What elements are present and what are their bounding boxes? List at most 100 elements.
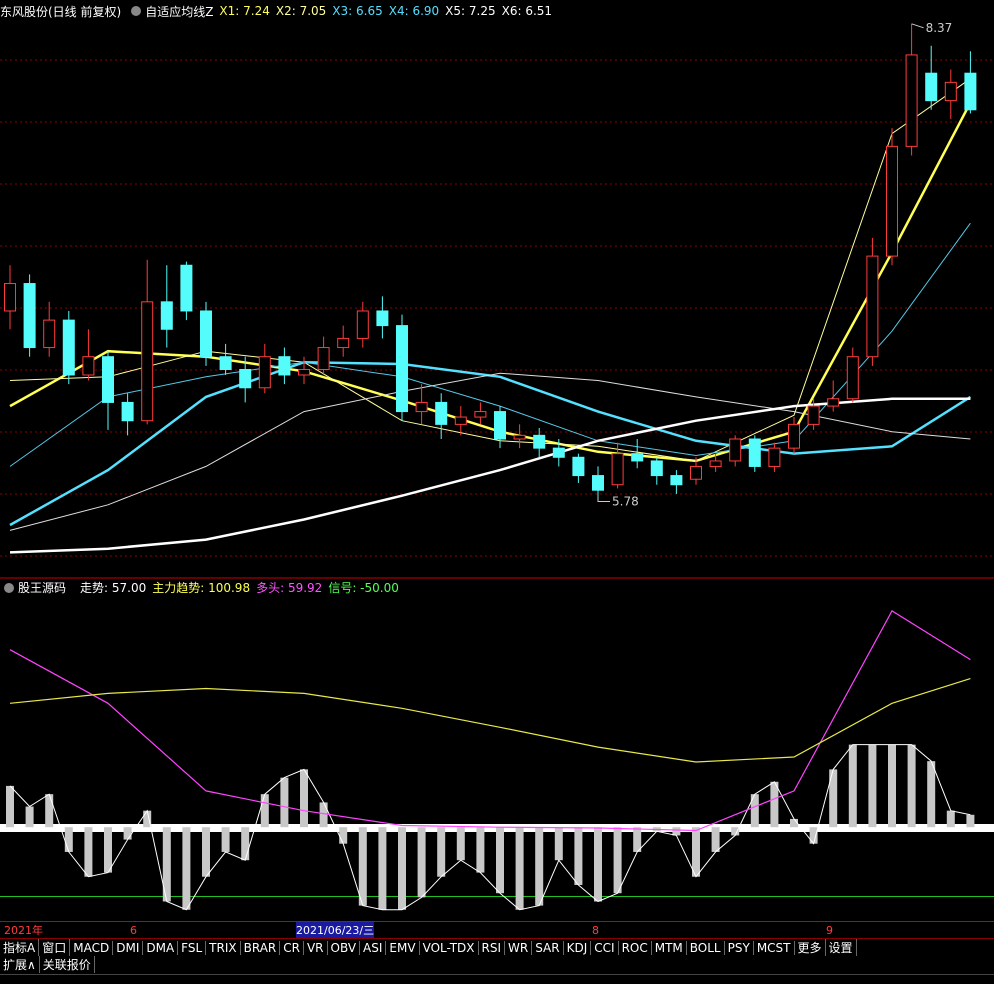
candle-body <box>494 411 506 440</box>
histogram-bar <box>554 827 563 861</box>
candle-body <box>356 310 369 339</box>
extra-tabs: 扩展∧ 关联报价 <box>0 956 994 973</box>
tab[interactable]: TRIX <box>206 940 241 955</box>
ma-line <box>9 101 972 463</box>
candle-body <box>258 356 271 389</box>
candle-body <box>278 356 291 376</box>
tab[interactable]: ASI <box>360 940 387 955</box>
legend-entry: X5: 7.25 <box>445 4 496 18</box>
histogram-bar <box>339 827 348 844</box>
tab[interactable]: RSI <box>479 940 506 955</box>
tab[interactable]: DMA <box>143 940 179 955</box>
candle-body <box>513 434 526 440</box>
candle-body <box>82 356 95 376</box>
histogram-bar <box>633 827 642 852</box>
histogram-bar <box>6 785 14 828</box>
status-bar <box>0 974 994 984</box>
candle-body <box>43 319 56 349</box>
candle-body <box>866 255 879 358</box>
candle-body <box>631 453 644 462</box>
tab[interactable]: MCST <box>754 940 795 955</box>
histogram-bar <box>907 744 916 828</box>
tab[interactable]: MACD <box>70 940 114 955</box>
candle-body <box>62 319 75 376</box>
candle-body <box>141 301 154 422</box>
histogram-bar <box>927 761 936 828</box>
candle-body <box>533 434 546 449</box>
date-label: 2021年 <box>4 924 43 937</box>
histogram-bar <box>143 810 152 828</box>
candle-body <box>102 356 114 403</box>
tab[interactable]: EMV <box>386 940 420 955</box>
candle-body <box>415 401 428 413</box>
indicator-line <box>9 678 971 763</box>
candle-body <box>592 475 604 491</box>
tab[interactable]: VR <box>304 940 328 955</box>
candle-body <box>846 356 859 400</box>
histogram-bar <box>260 794 269 828</box>
date-axis: 2021年 6 2021/06/23/三 8 9 <box>0 921 994 938</box>
histogram-bar <box>398 827 406 910</box>
histogram-bar <box>496 827 504 894</box>
legend-entry: 走势: 57.00 <box>80 581 147 595</box>
ma-line <box>9 360 972 527</box>
date-label: 6 <box>130 923 137 937</box>
histogram-bar <box>45 794 54 828</box>
histogram-bar <box>104 827 112 873</box>
date-label: 2021/06/23/三 <box>296 922 375 938</box>
tab[interactable]: SAR <box>532 940 564 955</box>
legend-entry: X3: 6.65 <box>332 4 383 18</box>
ma-line <box>9 222 971 467</box>
tab[interactable]: 指标A <box>0 939 40 956</box>
histogram-bar <box>417 827 426 898</box>
candle-body <box>886 145 898 257</box>
histogram-bar <box>692 827 700 877</box>
candle-body <box>160 301 173 330</box>
candle-body <box>690 465 702 480</box>
tab[interactable]: WR <box>505 940 533 955</box>
tab[interactable]: 更多 <box>795 939 826 956</box>
candle-body <box>552 447 565 458</box>
tab[interactable]: BOLL <box>687 940 725 955</box>
histogram-bar <box>378 827 387 910</box>
histogram-bar <box>574 827 583 885</box>
histogram-bar <box>966 814 975 828</box>
tab[interactable]: 设置 <box>826 939 857 956</box>
legend-entry: X4: 6.90 <box>388 4 440 18</box>
histogram-bar <box>476 827 485 873</box>
candle-body <box>23 283 36 349</box>
histogram-bar <box>25 806 34 828</box>
tab[interactable]: BRAR <box>241 940 281 955</box>
legend-entry: X6: 6.51 <box>501 4 553 18</box>
histogram-bar <box>790 818 798 828</box>
histogram-bar <box>731 827 740 836</box>
tab[interactable]: 扩展∧ <box>0 956 40 973</box>
stock-name: 东风股份(日线 前复权) <box>0 4 122 19</box>
histogram-bar <box>672 827 681 836</box>
tab[interactable]: CCI <box>591 940 619 955</box>
histogram-bar <box>711 827 720 852</box>
tab[interactable]: DMI <box>113 940 144 955</box>
tab[interactable]: CR <box>280 940 304 955</box>
tab[interactable]: 关联报价 <box>40 956 95 973</box>
histogram-bar <box>84 827 93 877</box>
tab[interactable]: VOL-TDX <box>420 940 479 955</box>
histogram-bar <box>437 827 446 877</box>
histogram-bar <box>613 827 622 894</box>
histogram-bar <box>202 827 210 877</box>
tab[interactable]: OBV <box>328 940 361 955</box>
tab[interactable]: KDJ <box>564 940 592 955</box>
tab[interactable]: 窗口 <box>39 939 71 956</box>
histogram-bar <box>946 810 955 828</box>
chart: 8.37 5.78 <box>0 21 994 911</box>
annotation: 5.78 <box>612 495 639 509</box>
candle-body <box>180 264 193 312</box>
candle-body <box>611 453 624 486</box>
tab[interactable]: PSY <box>725 940 754 955</box>
tab[interactable]: MTM <box>652 940 687 955</box>
candle-body <box>905 54 918 147</box>
annotation: 8.37 <box>926 21 953 35</box>
tab[interactable]: FSL <box>178 940 207 955</box>
tab[interactable]: ROC <box>619 940 652 955</box>
